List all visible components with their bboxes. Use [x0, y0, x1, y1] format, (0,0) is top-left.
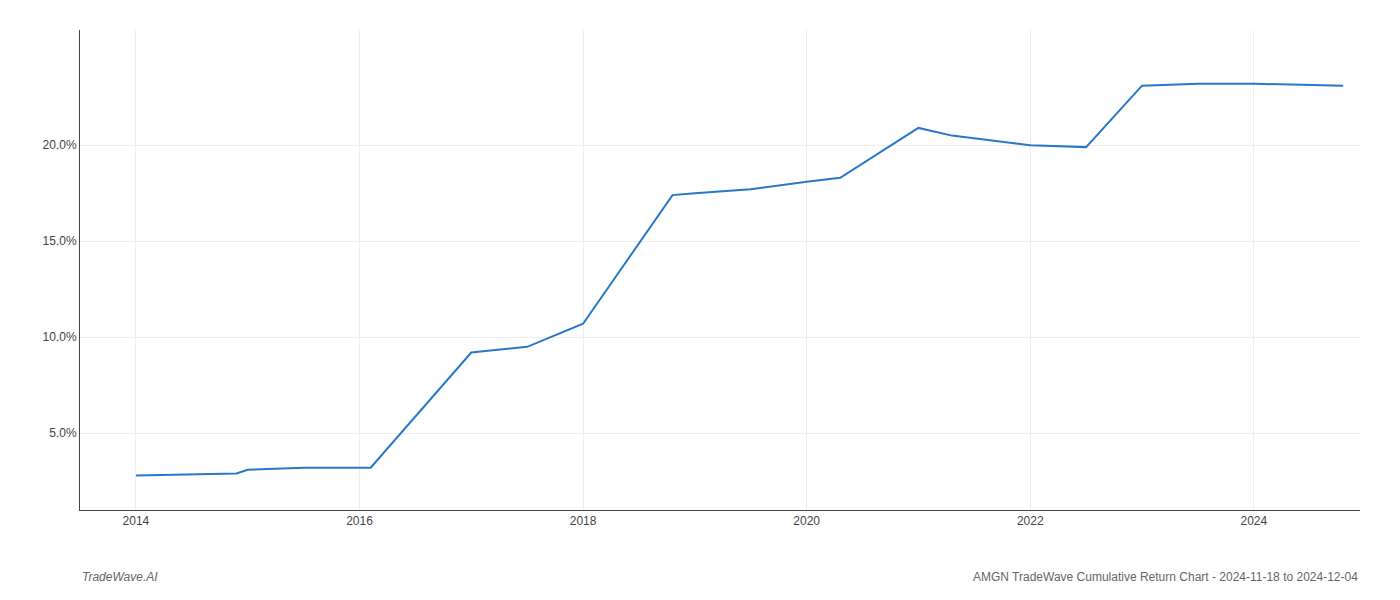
svg-text:15.0%: 15.0% — [43, 234, 77, 248]
svg-text:10.0%: 10.0% — [43, 330, 77, 344]
svg-text:AMGN TradeWave Cumulative Retu: AMGN TradeWave Cumulative Return Chart -… — [973, 570, 1358, 584]
svg-text:2022: 2022 — [1017, 514, 1044, 528]
svg-text:2016: 2016 — [346, 514, 373, 528]
svg-text:2020: 2020 — [793, 514, 820, 528]
svg-text:TradeWave.AI: TradeWave.AI — [82, 570, 158, 584]
svg-text:5.0%: 5.0% — [49, 426, 77, 440]
svg-text:20.0%: 20.0% — [43, 138, 77, 152]
svg-text:2014: 2014 — [123, 514, 150, 528]
svg-text:2018: 2018 — [570, 514, 597, 528]
svg-text:2024: 2024 — [1240, 514, 1267, 528]
